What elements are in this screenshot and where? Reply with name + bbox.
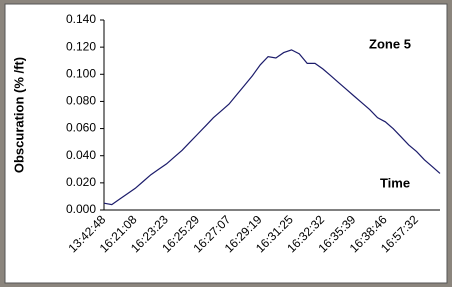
y-tick-label: 0.080 bbox=[66, 94, 96, 108]
y-axis-title: Obscuration (% /ft) bbox=[11, 57, 26, 173]
y-tick-label: 0.020 bbox=[66, 175, 96, 189]
y-tick-label: 0.000 bbox=[66, 202, 96, 216]
annotation: Time bbox=[380, 175, 410, 190]
y-tick-label: 0.120 bbox=[66, 39, 96, 53]
y-tick-label: 0.100 bbox=[66, 66, 96, 80]
y-tick-label: 0.140 bbox=[66, 12, 96, 26]
y-tick-label: 0.060 bbox=[66, 121, 96, 135]
annotation: Zone 5 bbox=[369, 36, 411, 51]
chart: Obscuration (% /ft) Zone 5 Time 0.000 0.0… bbox=[0, 0, 452, 287]
y-tick-label: 0.040 bbox=[66, 148, 96, 162]
